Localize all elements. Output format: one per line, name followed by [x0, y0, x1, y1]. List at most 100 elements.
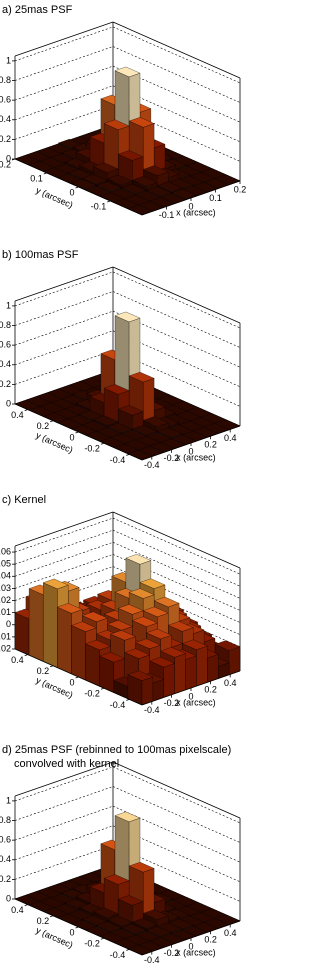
bar-top	[117, 150, 144, 161]
grid-line	[14, 310, 114, 346]
z-tick-label: 0.6	[0, 340, 11, 350]
grid-line	[14, 271, 114, 307]
box-edge	[112, 761, 241, 819]
y-tick	[75, 676, 79, 679]
y-tick	[75, 431, 79, 434]
panel-subtitle: convolved with kernel	[14, 758, 119, 770]
bar-top	[160, 647, 186, 658]
bar-top	[149, 656, 176, 668]
z-tick-label: 0.6	[0, 95, 11, 105]
z-tick-label: 1	[6, 795, 11, 805]
y-tick	[24, 904, 28, 906]
y-tick-label: -0.2	[84, 939, 100, 949]
x-tick-label: -0.2	[164, 453, 180, 463]
grid-line	[14, 46, 114, 81]
grid-line	[112, 310, 241, 368]
grid-line	[112, 85, 241, 143]
bar-top	[142, 416, 169, 427]
grid-line	[112, 46, 241, 103]
grid-line	[14, 825, 114, 861]
z-tick-label: 0	[6, 398, 11, 408]
z-tick-label: 0.03	[0, 583, 11, 593]
panel: d) 25mas PSF (rebinned to 100mas pixelsc…	[0, 744, 241, 965]
bar-top	[128, 117, 155, 128]
bar-top	[125, 554, 152, 565]
grid-line	[112, 554, 241, 611]
y-tick	[100, 442, 105, 445]
bar-top	[121, 923, 147, 935]
bar-top	[56, 603, 83, 614]
y-tick	[126, 949, 130, 951]
y-tick-label: 0.4	[11, 655, 24, 665]
grid-line	[14, 517, 114, 553]
z-tick-label: 0.4	[0, 114, 11, 124]
bar-top	[103, 384, 130, 395]
grid-line	[14, 350, 114, 385]
bar-top	[156, 181, 183, 192]
bar-top	[114, 66, 141, 78]
grid-line	[14, 805, 114, 841]
bar	[142, 416, 169, 433]
x-tick-label: 0.2	[204, 935, 217, 945]
box-edge	[112, 266, 241, 324]
bar	[131, 176, 158, 192]
z-tick-label: 0	[6, 893, 11, 903]
bar-side	[228, 646, 241, 675]
y-tick	[49, 420, 54, 423]
z-tick-label: 0.04	[0, 571, 11, 581]
bar-side	[207, 654, 219, 683]
y-axis-label: y (arcsec)	[34, 925, 74, 950]
bar-top	[124, 648, 151, 659]
y-tick-label: -0.4	[110, 950, 126, 960]
bar-top	[131, 616, 158, 627]
y-tick	[107, 200, 111, 203]
bar-top	[103, 119, 130, 130]
y-tick-label: -0.2	[84, 689, 100, 699]
bar-top	[114, 811, 141, 822]
grid-line	[112, 825, 241, 883]
bar-top	[142, 165, 169, 176]
bar-side	[43, 582, 58, 668]
bar-top	[214, 640, 241, 651]
bar-top	[153, 596, 180, 608]
grid-line	[112, 291, 241, 348]
bar-top	[96, 921, 122, 932]
y-axis-label: y (arcsec)	[34, 675, 74, 700]
bar-top	[117, 405, 144, 416]
z-tick-label: 0.05	[0, 559, 11, 569]
z-tick-label: 0.2	[0, 379, 11, 389]
bar	[117, 150, 144, 186]
bar-side	[141, 676, 154, 706]
x-tick-label: 0.2	[234, 184, 247, 194]
x-tick-label: 0	[188, 446, 193, 456]
z-tick-label: 0	[6, 619, 11, 629]
z-tick-label: 0.4	[0, 359, 11, 369]
bar-top	[81, 611, 108, 622]
grid-line	[112, 65, 241, 123]
y-tick	[49, 915, 54, 918]
x-tick-label: 0	[188, 691, 193, 701]
bar-top	[146, 186, 172, 197]
grid-line	[14, 105, 114, 140]
y-tick-label: -0.4	[110, 455, 126, 465]
bar-side	[57, 606, 72, 675]
y-tick-label: 0.2	[37, 421, 50, 431]
grid-line	[14, 26, 114, 62]
x-axis-label: x (arcsec)	[176, 208, 216, 218]
z-tick-label: 0.2	[0, 874, 11, 884]
grid-line	[14, 529, 114, 565]
y-tick-label: 0	[69, 927, 74, 937]
grid-line	[14, 330, 114, 366]
bar-top	[127, 670, 154, 681]
x-tick-label: 0	[188, 941, 193, 951]
bar-side	[185, 655, 197, 691]
y-tick-label: 0	[69, 432, 74, 442]
bar-top	[96, 181, 122, 192]
y-tick	[24, 409, 28, 411]
bar-top	[106, 915, 133, 926]
y-tick-label: 0.4	[11, 410, 24, 420]
bar-top	[85, 639, 111, 651]
x-tick-label: -0.2	[164, 948, 180, 958]
x-tick-label: 0.4	[224, 928, 237, 938]
y-tick-label: 0	[69, 677, 74, 687]
